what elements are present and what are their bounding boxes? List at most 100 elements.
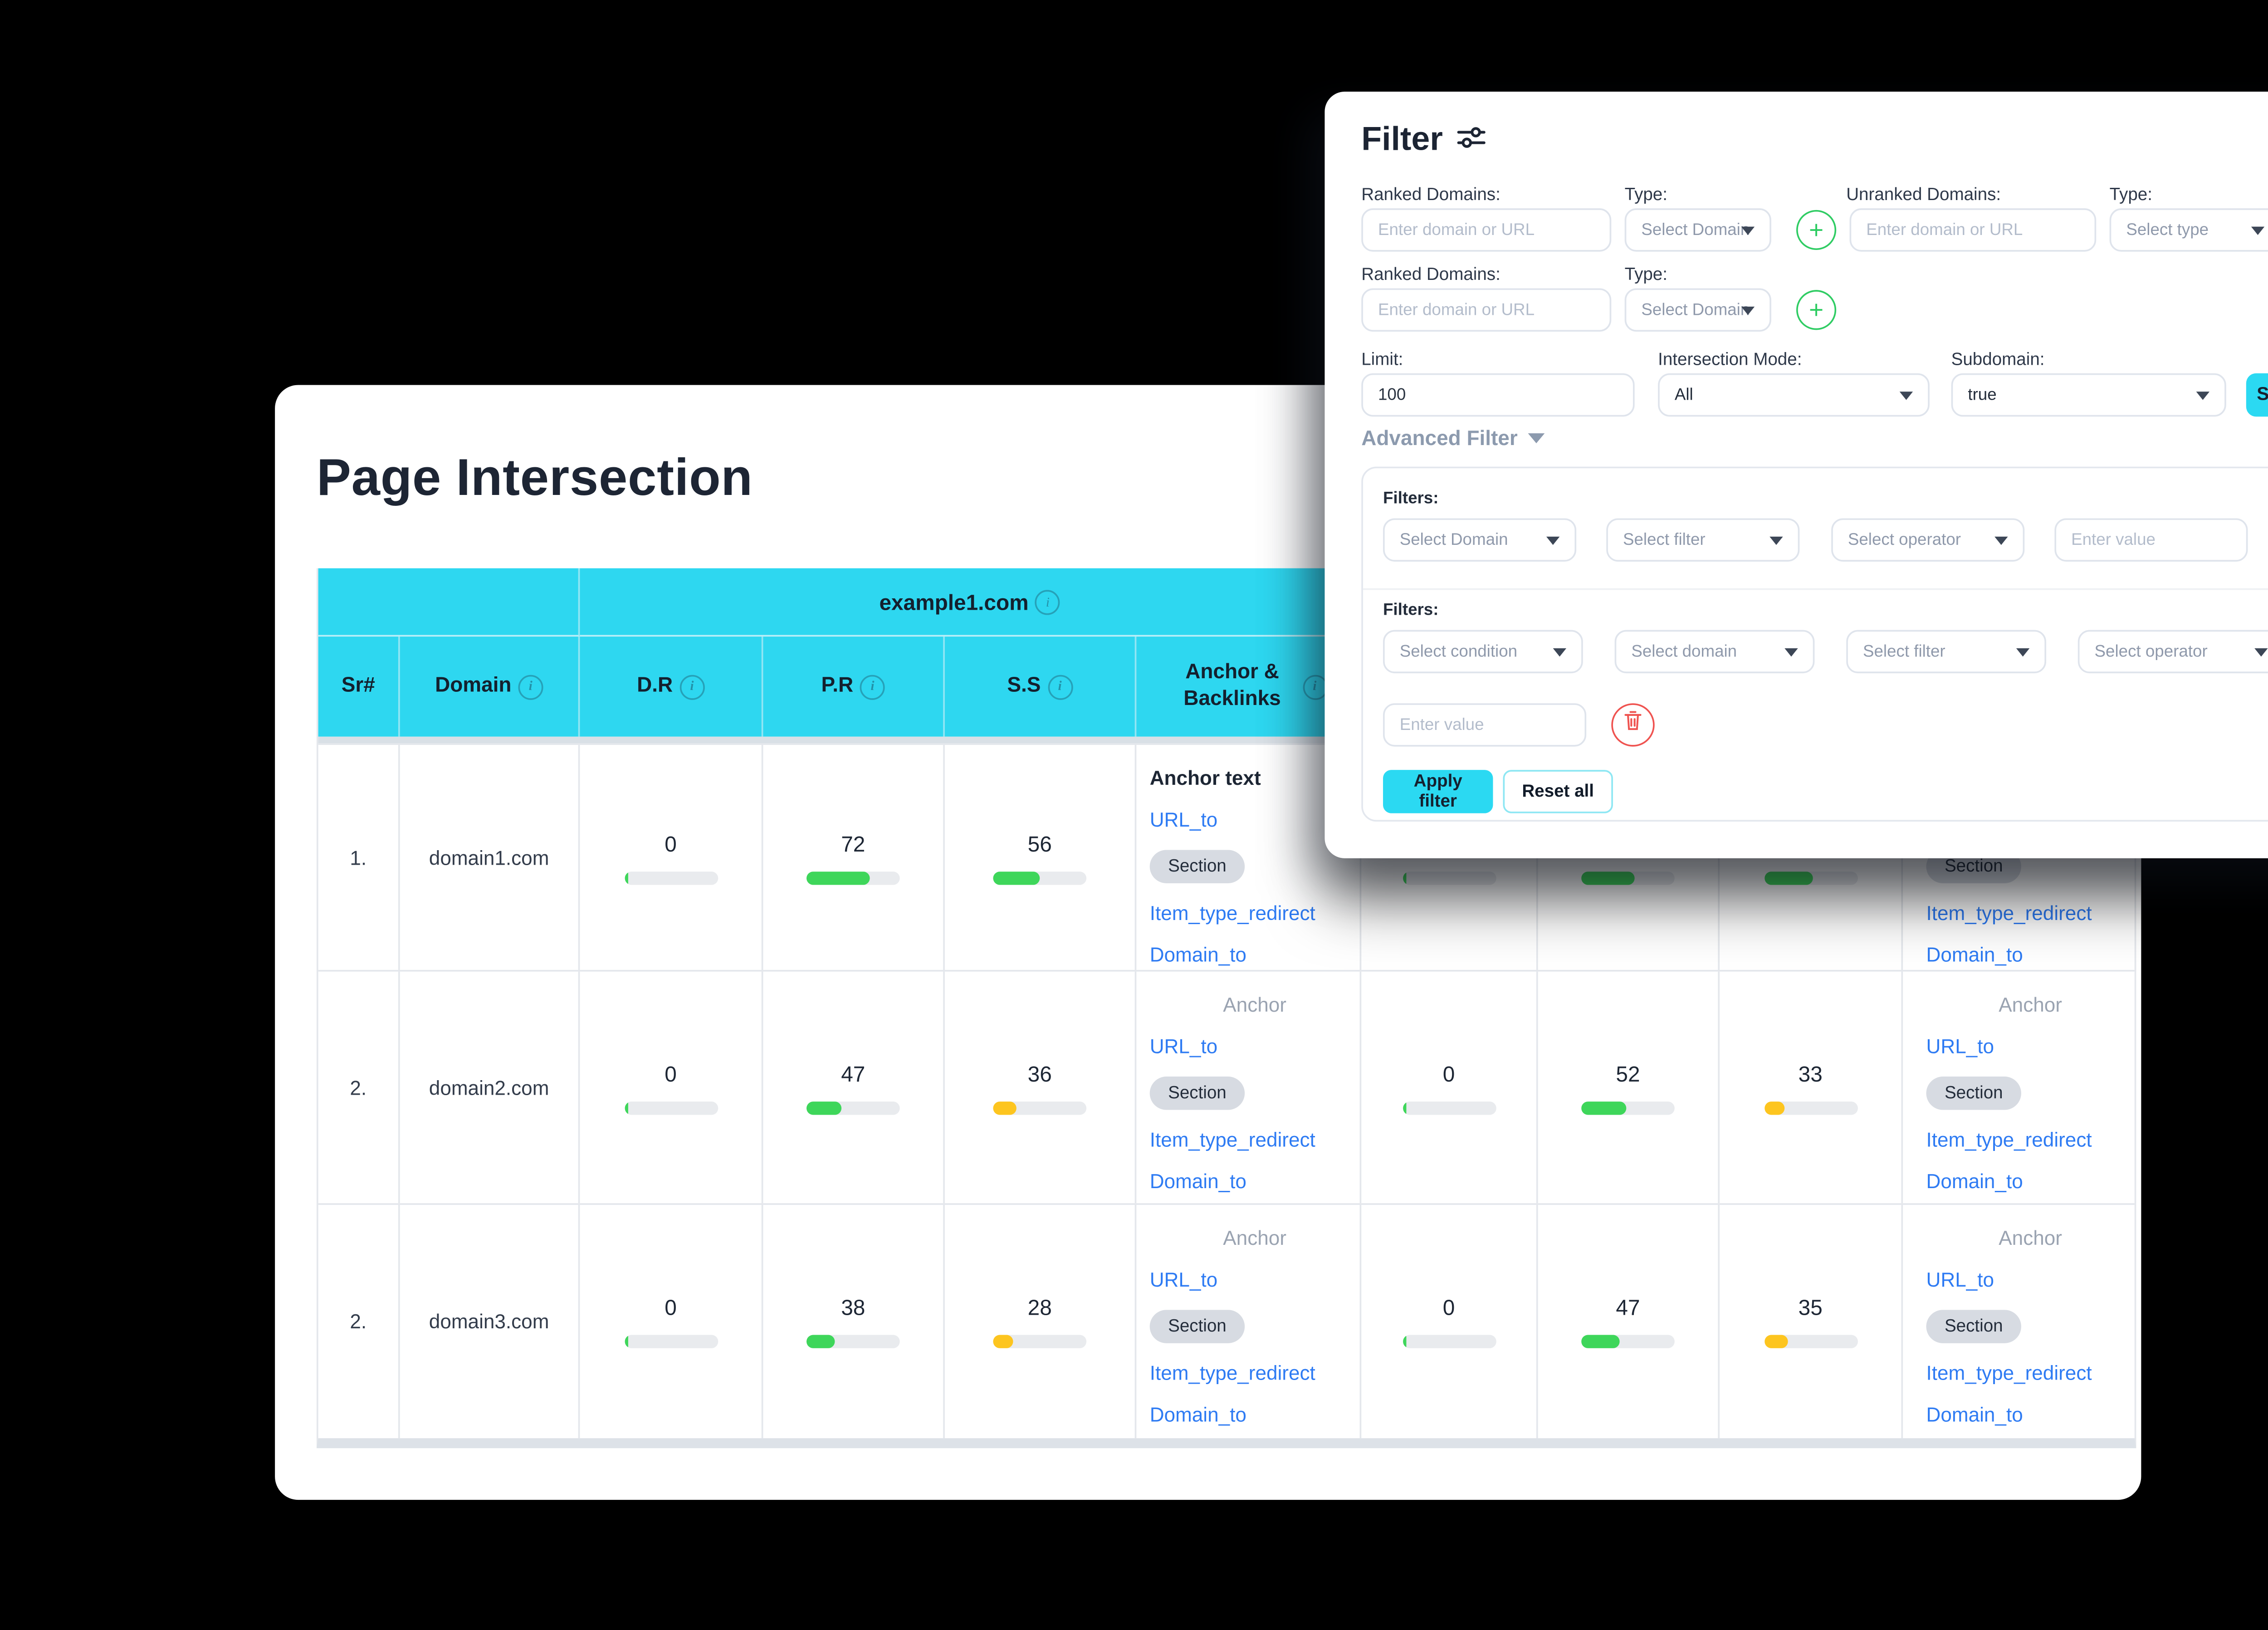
adv-select-filter[interactable]: Select filter <box>1606 518 1800 562</box>
row-domain: domain3.com <box>400 1204 580 1439</box>
domain-to-link[interactable]: Domain_to <box>1926 1403 2023 1427</box>
domain-to-link[interactable]: Domain_to <box>1926 943 2023 967</box>
info-icon[interactable]: i <box>518 674 543 700</box>
type-select-2[interactable]: Select Domain <box>1624 288 1771 332</box>
section-badge: Section <box>1926 1310 2022 1343</box>
progress-bar <box>1402 871 1496 884</box>
unranked-domain-input[interactable] <box>1849 208 2097 252</box>
group-header-label: example1.com <box>879 589 1029 614</box>
submit-button[interactable]: Submit <box>2246 373 2268 417</box>
pr-value-cell: 72 <box>763 745 945 970</box>
adv-select-domain-2[interactable]: Select domain <box>1614 630 1815 674</box>
domain-to-link[interactable]: Domain_to <box>1149 943 1246 967</box>
table-row: 2. domain3.com 0 38 28 Anchor URL_to Sec… <box>318 1203 2135 1439</box>
info-icon[interactable]: i <box>860 674 885 700</box>
row-domain: domain2.com <box>400 971 580 1204</box>
section-badge: Section <box>1149 1077 1245 1110</box>
section-badge: Section <box>1149 850 1245 883</box>
chevron-down-icon <box>1553 648 1567 657</box>
delete-filter-button[interactable] <box>1611 703 1655 747</box>
info-icon[interactable]: i <box>1035 589 1061 614</box>
item-type-redirect-link[interactable]: Item_type_redirect <box>1926 901 2092 925</box>
type-select[interactable]: Select Domain <box>1624 208 1771 252</box>
adv-select-filter-2[interactable]: Select filter <box>1846 630 2047 674</box>
chevron-down-icon <box>1899 392 1913 400</box>
dr-value-cell: 0 <box>580 745 763 970</box>
intersection-mode-label: Intersection Mode: <box>1658 350 1802 370</box>
anchor-label: Anchor <box>1223 1226 1286 1250</box>
filter-title-text: Filter <box>1361 122 1443 158</box>
reset-all-button[interactable]: Reset all <box>1503 770 1613 813</box>
dr-value-cell: 0 <box>580 971 763 1204</box>
anchor-backlinks-cell: Anchor text URL_to Section Item_type_red… <box>1136 745 1362 970</box>
item-type-redirect-link[interactable]: Item_type_redirect <box>1149 901 1315 925</box>
domain-to-link[interactable]: Domain_to <box>1149 1170 1246 1194</box>
adv-select-domain[interactable]: Select Domain <box>1383 518 1577 562</box>
progress-bar <box>1581 1101 1675 1114</box>
add-ranked-domain-button[interactable]: + <box>1796 210 1837 250</box>
item-type-redirect-link[interactable]: Item_type_redirect <box>1926 1361 2092 1385</box>
filters-label: Filters: <box>1383 490 1439 509</box>
adv-value-input[interactable] <box>2054 518 2248 562</box>
advanced-filter-toggle[interactable]: Advanced Filter <box>1361 426 1545 450</box>
item-type-redirect-link[interactable]: Item_type_redirect <box>1149 1361 1315 1385</box>
intersection-mode-select[interactable]: All <box>1658 373 1930 417</box>
info-icon[interactable]: i <box>679 674 705 700</box>
progress-bar <box>1581 1335 1675 1348</box>
pr-value-cell: 47 <box>763 971 945 1204</box>
domain-to-link[interactable]: Domain_to <box>1926 1170 2023 1194</box>
anchor-label: Anchor <box>1999 1226 2062 1250</box>
add-ranked-domain-button-2[interactable]: + <box>1796 290 1837 330</box>
progress-bar <box>624 871 718 884</box>
subdomain-select[interactable]: true <box>1951 373 2226 417</box>
ss-value-cell: 33 <box>1720 971 1903 1204</box>
sliders-icon <box>1456 122 1486 160</box>
adv-value-input-2[interactable] <box>1383 703 1587 747</box>
progress-bar <box>993 1101 1087 1114</box>
filters-label: Filters: <box>1383 602 1439 620</box>
info-icon[interactable]: i <box>1047 674 1073 700</box>
url-to-link[interactable]: URL_to <box>1149 808 1218 832</box>
progress-bar <box>806 1335 900 1348</box>
item-type-redirect-link[interactable]: Item_type_redirect <box>1926 1128 2092 1152</box>
unranked-type-select[interactable]: Select type <box>2109 208 2268 252</box>
ranked-domains-label: Ranked Domains: <box>1361 185 1501 205</box>
chevron-down-icon <box>1741 306 1755 315</box>
chevron-down-icon <box>2251 226 2265 235</box>
row-sr: 2. <box>318 971 400 1204</box>
type-label: Type: <box>1624 185 1667 205</box>
section-badge: Section <box>1926 1077 2022 1110</box>
url-to-link[interactable]: URL_to <box>1149 1035 1218 1058</box>
row-sr: 2. <box>318 1204 400 1439</box>
url-to-link[interactable]: URL_to <box>1926 1035 1994 1058</box>
unranked-domains-label: Unranked Domains: <box>1846 185 2001 205</box>
limit-input[interactable] <box>1361 373 1635 417</box>
adv-select-operator-2[interactable]: Select operator <box>2077 630 2268 674</box>
ss-value-cell: 35 <box>1720 1204 1903 1439</box>
chevron-down-icon <box>1546 536 1560 545</box>
divider <box>1363 588 2268 590</box>
url-to-link[interactable]: URL_to <box>1926 1268 1994 1292</box>
item-type-redirect-link[interactable]: Item_type_redirect <box>1149 1128 1315 1152</box>
progress-bar <box>993 1335 1087 1348</box>
url-to-link[interactable]: URL_to <box>1149 1268 1218 1292</box>
type-label: Type: <box>1624 265 1667 285</box>
ranked-domain-input-2[interactable] <box>1361 288 1612 332</box>
column-header-ss: S.S i <box>944 636 1137 737</box>
progress-bar <box>806 1101 900 1114</box>
ranked-domain-input[interactable] <box>1361 208 1612 252</box>
anchor-label: Anchor <box>1999 993 2062 1017</box>
anchor-backlinks-cell: Anchor URL_to Section Item_type_redirect… <box>1903 1205 2135 1438</box>
adv-select-condition[interactable]: Select condition <box>1383 630 1583 674</box>
row-sr: 1. <box>318 745 400 970</box>
adv-select-operator[interactable]: Select operator <box>1831 518 2025 562</box>
ss-value-cell: 36 <box>945 971 1137 1204</box>
dr-value-cell: 0 <box>1361 1204 1538 1439</box>
group-header-example1: example1.com i <box>580 568 1362 637</box>
pr-value-cell: 47 <box>1538 1204 1720 1439</box>
info-icon[interactable]: i <box>1302 674 1327 700</box>
anchor-backlinks-cell: Anchor URL_to Section Item_type_redirect… <box>1903 972 2135 1204</box>
apply-filter-button[interactable]: Apply filter <box>1383 770 1493 813</box>
domain-to-link[interactable]: Domain_to <box>1149 1403 1246 1427</box>
